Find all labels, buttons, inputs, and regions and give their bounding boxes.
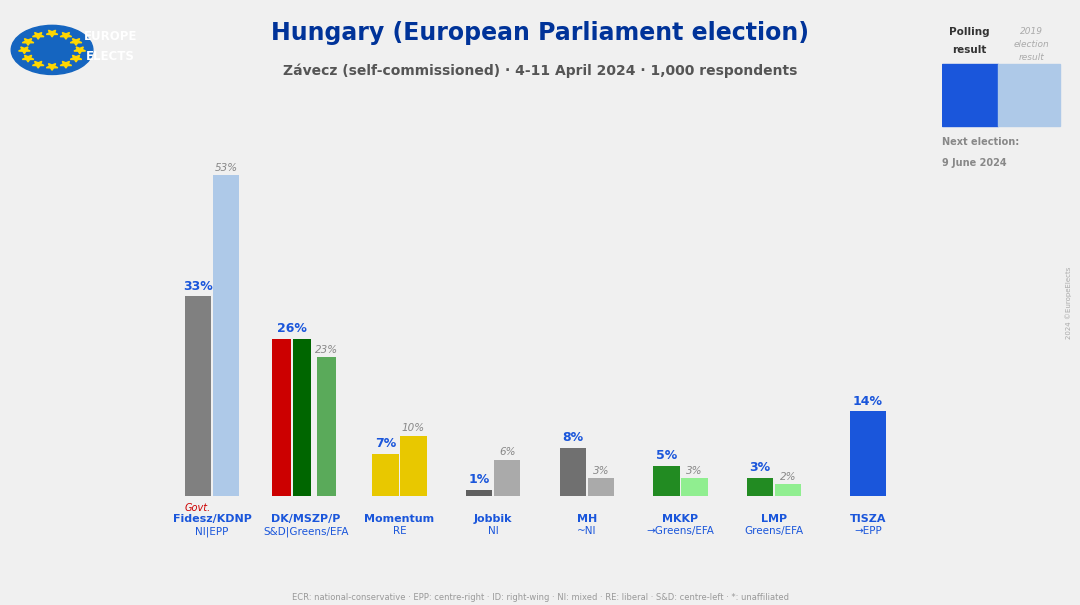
Text: NI|EPP: NI|EPP: [195, 526, 229, 537]
Circle shape: [11, 25, 93, 74]
Text: 23%: 23%: [315, 344, 338, 355]
Bar: [942, 64, 998, 126]
Text: →EPP: →EPP: [854, 526, 881, 537]
Text: 2024 ©EuropeElects: 2024 ©EuropeElects: [1066, 266, 1072, 339]
Bar: [401, 436, 427, 496]
Text: S&D|Greens/EFA: S&D|Greens/EFA: [264, 526, 349, 537]
Text: 2019: 2019: [1020, 27, 1042, 36]
Text: ELECTS: ELECTS: [86, 50, 135, 64]
Polygon shape: [23, 39, 33, 45]
Bar: [747, 478, 773, 496]
Bar: [318, 357, 336, 496]
Bar: [559, 448, 586, 496]
Polygon shape: [70, 39, 82, 45]
Text: result: result: [951, 45, 986, 54]
Bar: [373, 454, 399, 496]
Text: DK/MSZP/P: DK/MSZP/P: [271, 514, 340, 525]
Text: 8%: 8%: [563, 431, 583, 444]
Text: 6%: 6%: [499, 447, 515, 457]
Polygon shape: [18, 47, 30, 54]
Polygon shape: [46, 30, 58, 37]
Text: NI: NI: [488, 526, 499, 537]
Bar: [272, 339, 291, 496]
Text: ~NI: ~NI: [577, 526, 596, 537]
Text: 26%: 26%: [276, 322, 307, 335]
Text: 7%: 7%: [375, 437, 396, 450]
Text: Polling: Polling: [948, 27, 989, 38]
Polygon shape: [73, 47, 85, 54]
Text: 2%: 2%: [780, 471, 797, 482]
Text: Jobbik: Jobbik: [474, 514, 512, 525]
Bar: [681, 478, 707, 496]
Text: 1%: 1%: [469, 474, 489, 486]
Text: 14%: 14%: [853, 395, 883, 408]
Polygon shape: [32, 33, 44, 39]
Text: Momentum: Momentum: [364, 514, 434, 525]
Text: 33%: 33%: [184, 280, 213, 293]
Text: Greens/EFA: Greens/EFA: [744, 526, 804, 537]
Text: ECR: national-conservative · EPP: centre-right · ID: right-wing · NI: mixed · RE: ECR: national-conservative · EPP: centre…: [292, 593, 788, 602]
Polygon shape: [23, 55, 33, 62]
Text: Fidesz/KDNP: Fidesz/KDNP: [173, 514, 252, 525]
Text: EUROPE: EUROPE: [83, 30, 137, 43]
Bar: [588, 478, 615, 496]
Polygon shape: [32, 61, 44, 68]
Text: 9 June 2024: 9 June 2024: [942, 158, 1007, 168]
Text: 3%: 3%: [750, 462, 771, 474]
Bar: [850, 411, 887, 496]
Text: result: result: [1018, 53, 1044, 62]
Polygon shape: [60, 33, 71, 39]
Bar: [465, 490, 492, 496]
Polygon shape: [70, 55, 82, 62]
Text: 3%: 3%: [686, 465, 703, 476]
Bar: [653, 466, 679, 496]
Text: election: election: [1013, 40, 1049, 49]
Polygon shape: [46, 64, 58, 70]
Text: MH: MH: [577, 514, 597, 525]
Bar: [213, 175, 240, 496]
Bar: [293, 339, 311, 496]
Text: Govt.: Govt.: [185, 503, 212, 514]
Text: TISZA: TISZA: [850, 514, 887, 525]
Text: →Greens/EFA: →Greens/EFA: [647, 526, 715, 537]
Text: LMP: LMP: [761, 514, 787, 525]
Text: Hungary (European Parliament election): Hungary (European Parliament election): [271, 21, 809, 45]
Text: RE: RE: [393, 526, 406, 537]
Bar: [494, 460, 521, 496]
Bar: [775, 484, 801, 496]
Polygon shape: [60, 61, 71, 68]
Text: Závecz (self-commissioned) · 4-11 April 2024 · 1,000 respondents: Závecz (self-commissioned) · 4-11 April …: [283, 64, 797, 78]
Bar: [185, 296, 212, 496]
Text: 10%: 10%: [402, 423, 426, 433]
Text: MKKP: MKKP: [662, 514, 699, 525]
Text: 53%: 53%: [215, 163, 238, 173]
Bar: [998, 64, 1059, 126]
Text: 5%: 5%: [656, 450, 677, 462]
Text: 3%: 3%: [593, 465, 609, 476]
Text: Next election:: Next election:: [942, 137, 1020, 148]
